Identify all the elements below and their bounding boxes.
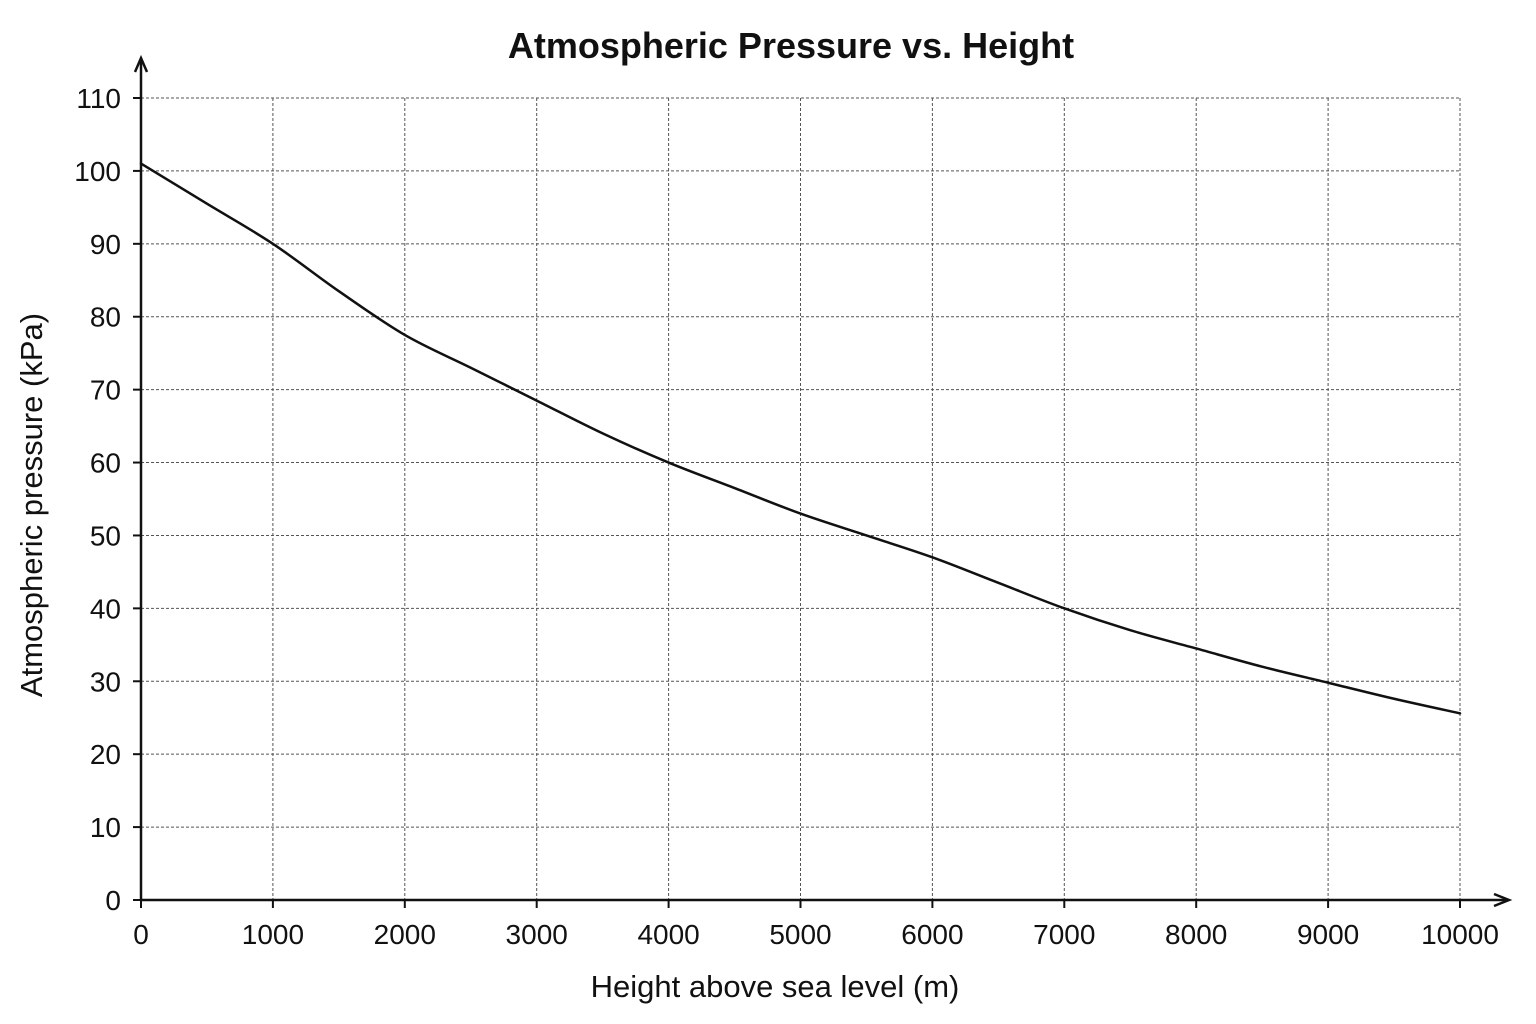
y-tick-label: 0 [105, 885, 121, 916]
y-tick-label: 10 [90, 812, 121, 843]
grid [141, 97, 1461, 900]
x-axis-label: Height above sea level (m) [591, 969, 960, 1004]
x-tick-label: 1000 [242, 919, 304, 950]
x-tick-label: 8000 [1165, 919, 1227, 950]
y-tick-label: 40 [90, 593, 121, 624]
x-tick-label: 7000 [1033, 919, 1095, 950]
x-tick-label: 0 [133, 919, 149, 950]
x-tick-label: 2000 [374, 919, 436, 950]
x-axis-ticks: 0 1000 2000 3000 4000 5000 6000 7000 8000 9000 100… [133, 900, 1499, 950]
y-tick-label: 70 [90, 375, 121, 406]
y-tick-label: 30 [90, 666, 121, 697]
axes [133, 54, 1513, 908]
chart-title: Atmospheric Pressure vs. Height [508, 25, 1074, 66]
x-tick-label: 5000 [769, 919, 831, 950]
y-tick-label: 110 [76, 83, 121, 114]
y-tick-label: 60 [90, 448, 121, 479]
x-tick-label: 3000 [506, 919, 568, 950]
y-tick-label: 50 [90, 520, 121, 551]
y-tick-label: 20 [90, 739, 121, 770]
y-tick-label: 90 [90, 229, 121, 260]
y-axis-arrow-icon [133, 54, 149, 73]
series-group [139, 162, 1462, 715]
series-line-pressure [139, 162, 1462, 715]
x-tick-label: 4000 [637, 919, 699, 950]
x-axis-arrow-icon [1493, 892, 1513, 908]
y-axis-ticks: 0 10 20 30 40 50 60 70 80 90 100 110 [74, 83, 141, 916]
y-tick-label: 100 [74, 156, 121, 187]
x-tick-label: 10000 [1421, 919, 1499, 950]
y-tick-label: 80 [90, 302, 121, 333]
y-axis-label: Atmospheric pressure (kPa) [14, 313, 49, 697]
x-tick-label: 9000 [1297, 919, 1359, 950]
x-tick-label: 6000 [901, 919, 963, 950]
